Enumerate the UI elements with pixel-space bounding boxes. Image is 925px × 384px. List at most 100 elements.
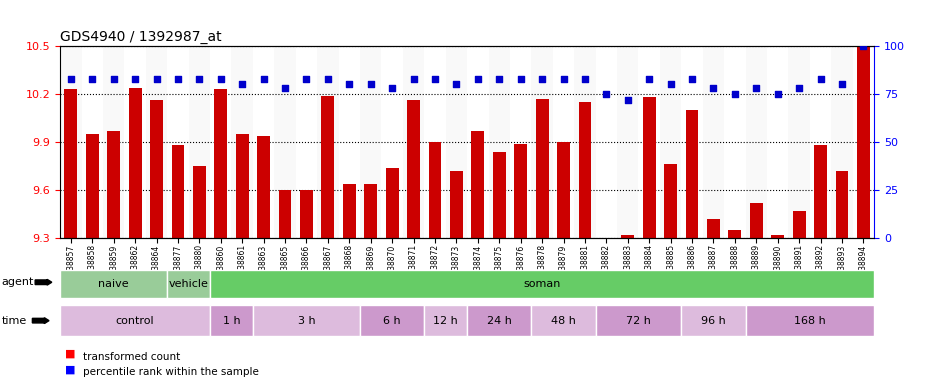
Bar	[236, 134, 249, 384]
Point	[278, 85, 292, 91]
Text: ■: ■	[65, 349, 75, 359]
Bar	[167, 46, 189, 238]
Point	[727, 91, 742, 97]
Text: GDS4940 / 1392987_at: GDS4940 / 1392987_at	[60, 30, 222, 44]
Bar	[317, 46, 339, 238]
Bar	[343, 184, 356, 384]
Bar	[189, 46, 210, 238]
Point	[427, 76, 442, 82]
Point	[449, 81, 463, 88]
Point	[513, 76, 528, 82]
Point	[192, 76, 207, 82]
FancyBboxPatch shape	[210, 305, 253, 336]
Text: 1 h: 1 h	[223, 316, 240, 326]
Text: soman: soman	[524, 279, 561, 289]
Bar	[215, 89, 228, 384]
Point	[170, 76, 185, 82]
Text: 3 h: 3 h	[298, 316, 315, 326]
Point	[406, 76, 421, 82]
Point	[577, 76, 592, 82]
Bar	[296, 46, 317, 238]
Bar	[81, 46, 103, 238]
Bar	[193, 166, 205, 384]
Text: naive: naive	[98, 279, 129, 289]
Bar	[771, 235, 784, 384]
Bar	[257, 136, 270, 384]
Bar	[300, 190, 313, 384]
Bar	[381, 46, 403, 238]
Point	[299, 76, 314, 82]
Bar	[707, 219, 720, 384]
Bar	[210, 46, 231, 238]
Text: vehicle: vehicle	[168, 279, 209, 289]
Bar	[857, 46, 870, 384]
Bar	[510, 46, 531, 238]
Point	[556, 76, 571, 82]
Text: percentile rank within the sample: percentile rank within the sample	[83, 367, 259, 377]
Bar	[407, 101, 420, 384]
Bar	[150, 101, 163, 384]
FancyBboxPatch shape	[682, 305, 746, 336]
Point	[385, 85, 400, 91]
Point	[771, 91, 785, 97]
Bar	[622, 235, 635, 384]
Text: 48 h: 48 h	[551, 316, 576, 326]
Bar	[788, 46, 810, 238]
Point	[85, 76, 100, 82]
Text: time: time	[2, 316, 27, 326]
Bar	[767, 46, 788, 238]
FancyBboxPatch shape	[167, 270, 210, 298]
FancyBboxPatch shape	[360, 305, 425, 336]
FancyBboxPatch shape	[467, 305, 531, 336]
FancyBboxPatch shape	[253, 305, 360, 336]
Point	[235, 81, 250, 88]
Bar	[793, 211, 806, 384]
FancyBboxPatch shape	[531, 305, 596, 336]
Bar	[600, 238, 612, 384]
Point	[813, 76, 828, 82]
Point	[706, 85, 721, 91]
Point	[149, 76, 164, 82]
Bar	[643, 97, 656, 384]
FancyBboxPatch shape	[60, 305, 210, 336]
Bar	[129, 88, 142, 384]
Point	[834, 81, 849, 88]
Bar	[472, 131, 485, 384]
Text: agent: agent	[2, 277, 34, 287]
Point	[684, 76, 699, 82]
Bar	[360, 46, 381, 238]
FancyBboxPatch shape	[596, 305, 682, 336]
Bar	[231, 46, 253, 238]
Bar	[703, 46, 724, 238]
Bar	[617, 46, 638, 238]
Point	[214, 76, 228, 82]
Bar	[729, 230, 741, 384]
Bar	[835, 171, 848, 384]
Bar	[574, 46, 596, 238]
Bar	[531, 46, 553, 238]
Text: 72 h: 72 h	[626, 316, 651, 326]
Bar	[467, 46, 488, 238]
Point	[106, 76, 121, 82]
Bar	[386, 168, 399, 384]
Point	[856, 43, 870, 49]
Bar	[428, 142, 441, 384]
Point	[64, 76, 79, 82]
Point	[599, 91, 614, 97]
Bar	[536, 99, 549, 384]
Bar	[107, 131, 120, 384]
Bar	[275, 46, 296, 238]
Bar	[810, 46, 832, 238]
Bar	[660, 46, 682, 238]
Point	[364, 81, 378, 88]
Bar	[403, 46, 425, 238]
Point	[535, 76, 549, 82]
Bar	[832, 46, 853, 238]
Bar	[425, 46, 446, 238]
Point	[621, 97, 635, 103]
Bar	[450, 171, 462, 384]
Point	[492, 76, 507, 82]
Text: 96 h: 96 h	[701, 316, 726, 326]
FancyBboxPatch shape	[210, 270, 874, 298]
Bar	[146, 46, 167, 238]
